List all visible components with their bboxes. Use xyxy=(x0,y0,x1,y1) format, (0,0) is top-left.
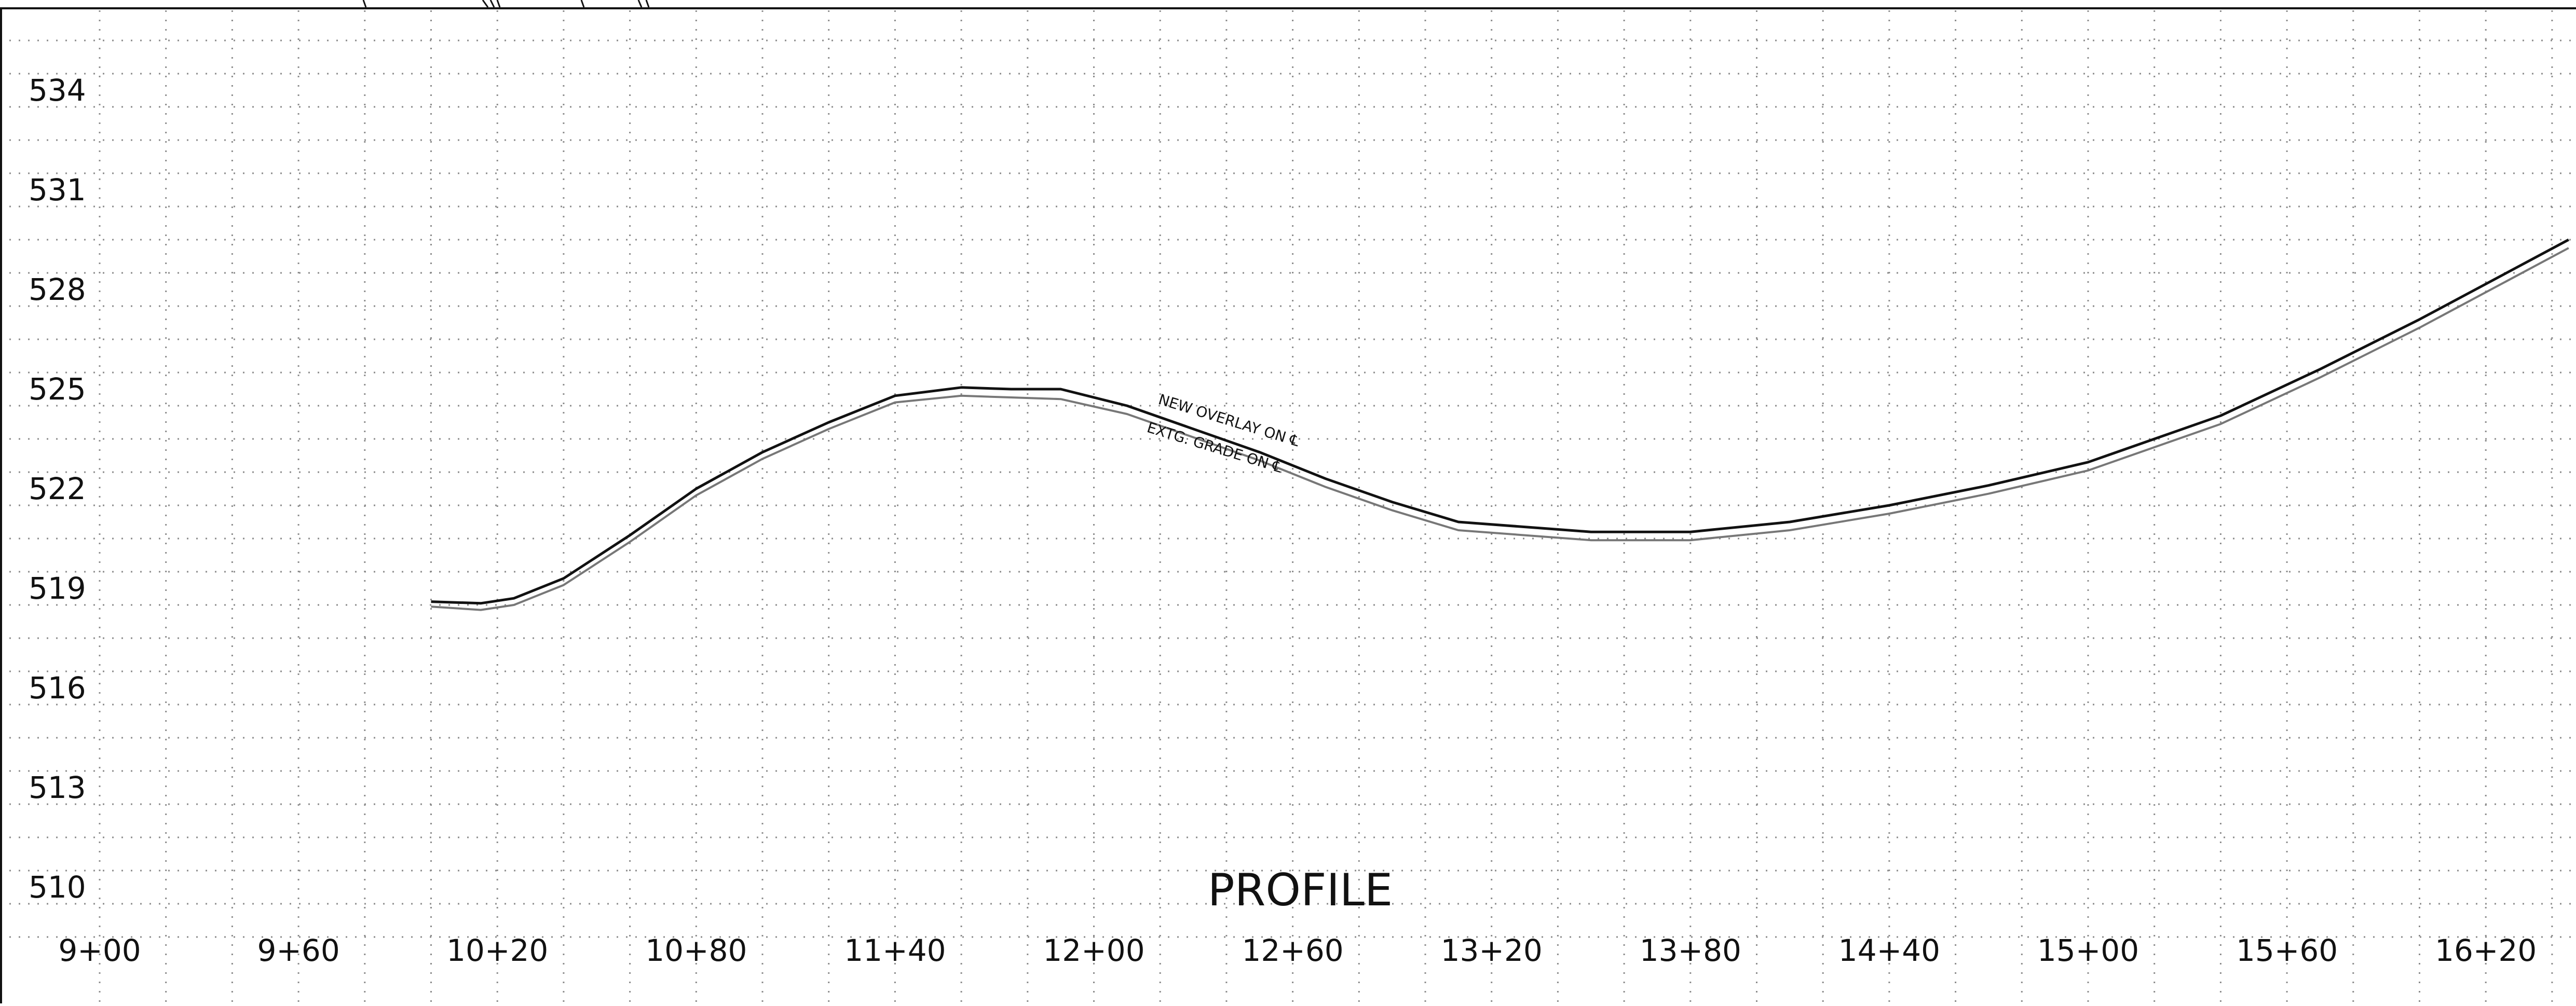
y-tick-label: 516 xyxy=(29,670,86,706)
x-tick-label: 14+40 xyxy=(1838,933,1940,968)
x-tick-label: 11+40 xyxy=(844,933,946,968)
x-tick-label: 12+60 xyxy=(1242,933,1343,968)
y-tick-label: 519 xyxy=(29,571,86,606)
x-tick-label: 9+60 xyxy=(257,933,339,968)
y-tick-label: 522 xyxy=(29,471,86,506)
x-tick-label: 9+00 xyxy=(58,933,141,968)
y-tick-label: 534 xyxy=(29,73,86,108)
x-tick-label: 10+20 xyxy=(446,933,548,968)
chart-title: PROFILE xyxy=(1208,864,1393,916)
x-tick-label: 15+00 xyxy=(2037,933,2139,968)
y-tick-label: 528 xyxy=(29,272,86,307)
label-layer: 534 531 528 525 522 519 516 513 510 9+00 9+60 10+20… xyxy=(29,73,2537,968)
x-tick-label: 12+00 xyxy=(1043,933,1144,968)
x-tick-label: 13+20 xyxy=(1441,933,1543,968)
y-tick-label: 525 xyxy=(29,371,86,407)
existing-grade-line xyxy=(431,247,2569,611)
plan-fragment xyxy=(362,0,650,8)
y-tick-label: 531 xyxy=(29,172,86,208)
y-tick-label: 513 xyxy=(29,770,86,805)
y-tick-label: 510 xyxy=(29,870,86,905)
x-tick-label: 16+20 xyxy=(2435,933,2537,968)
grid-layer xyxy=(0,10,2576,1003)
x-tick-label: 15+60 xyxy=(2236,933,2338,968)
x-tick-label: 10+80 xyxy=(645,933,747,968)
series-layer xyxy=(431,238,2569,611)
new-overlay-line xyxy=(431,238,2569,605)
x-tick-label: 13+80 xyxy=(1640,933,1741,968)
